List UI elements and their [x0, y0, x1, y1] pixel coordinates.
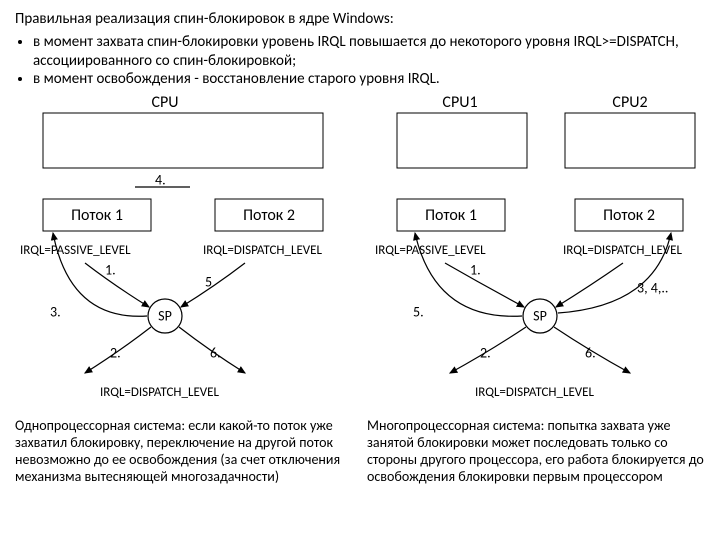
arrow-5: [181, 263, 245, 307]
bottom-text-right: Многопроцессорная система: попытка захва…: [367, 417, 705, 485]
cpu-label: CPU: [151, 93, 178, 112]
dispatch-bottom-lbl: IRQL=DISPATCH_LEVEL: [100, 385, 220, 400]
bottom-text-left: Однопроцессорная система: если какой-то …: [15, 417, 353, 485]
n4: 4.: [155, 171, 166, 188]
bottom-row: Однопроцессорная система: если какой-то …: [15, 417, 705, 485]
cpu1-label: CPU1: [442, 93, 477, 112]
diagram-svg: CPU 4. Поток 1 Поток 2 IRQL=PASSIVE_LEVE…: [15, 91, 705, 411]
n2: 2.: [110, 344, 121, 361]
cpu1-box: [397, 113, 527, 168]
arrow-34a-r: [556, 263, 623, 307]
n3: 3.: [50, 303, 61, 320]
sp-label: SP: [158, 307, 172, 324]
dispatch-right-lbl: IRQL=DISPATCH_LEVEL: [203, 243, 323, 258]
dispatch-right-lbl-r: IRQL=DISPATCH_LEVEL: [563, 243, 683, 258]
n34-r: 3, 4,..: [637, 279, 668, 296]
n1-r: 1.: [470, 261, 481, 278]
right-diagram: CPU1 CPU2 Поток 1 Поток 2 IRQL=PASSIVE_L…: [375, 93, 695, 400]
sp-label-r: SP: [533, 307, 547, 324]
thread1-label-r: Поток 1: [425, 206, 477, 225]
bullet-1: в момент захвата спин-блокировки уровень…: [33, 33, 705, 71]
passive-lbl: IRQL=PASSIVE_LEVEL: [20, 243, 131, 258]
arrow-1-r: [445, 263, 524, 307]
bullet-list: в момент захвата спин-блокировки уровень…: [15, 33, 705, 89]
thread2-label-r: Поток 2: [603, 206, 655, 225]
dispatch-bottom-lbl-r: IRQL=DISPATCH_LEVEL: [475, 385, 595, 400]
thread2-label: Поток 2: [243, 206, 295, 225]
n2-r: 2.: [480, 344, 491, 361]
bullet-2: в момент освобождения - восстановление с…: [33, 70, 705, 89]
left-diagram: CPU 4. Поток 1 Поток 2 IRQL=PASSIVE_LEVE…: [20, 93, 323, 400]
arrow-1: [85, 263, 149, 307]
n6-r: 6.: [585, 344, 596, 361]
heading: Правильная реализация спин-блокировок в …: [15, 10, 705, 29]
n1: 1.: [105, 261, 116, 278]
thread1-label: Поток 1: [71, 206, 123, 225]
passive-lbl-r: IRQL=PASSIVE_LEVEL: [375, 243, 486, 258]
cpu-box: [43, 113, 323, 168]
cpu2-box: [565, 113, 695, 168]
cpu2-label: CPU2: [612, 93, 647, 112]
n6: 6.: [210, 344, 221, 361]
n5-r: 5.: [413, 303, 424, 320]
n5: 5: [205, 273, 212, 290]
